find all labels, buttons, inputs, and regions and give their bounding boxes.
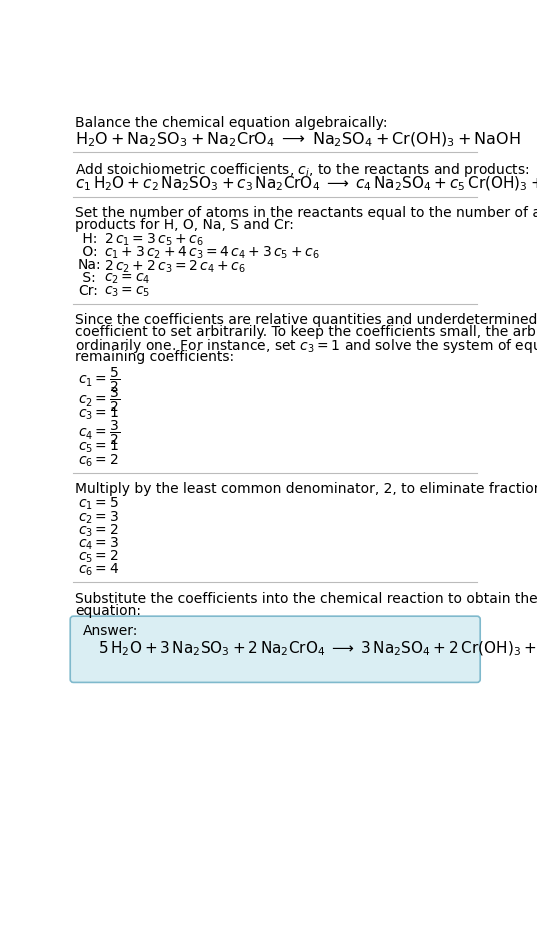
Text: $c_3 = 1$: $c_3 = 1$ — [78, 405, 119, 421]
Text: equation:: equation: — [75, 604, 141, 618]
Text: $c_1\,\mathrm{H_2O} + c_2\,\mathrm{Na_2SO_3} + c_3\,\mathrm{Na_2CrO_4} \;\longri: $c_1\,\mathrm{H_2O} + c_2\,\mathrm{Na_2S… — [75, 175, 537, 193]
Text: $c_2 = 3$: $c_2 = 3$ — [78, 509, 119, 526]
Text: Add stoichiometric coefficients, $c_i$, to the reactants and products:: Add stoichiometric coefficients, $c_i$, … — [75, 161, 529, 179]
Text: $c_1 = 5$: $c_1 = 5$ — [78, 496, 119, 513]
Text: coefficient to set arbitrarily. To keep the coefficients small, the arbitrary va: coefficient to set arbitrarily. To keep … — [75, 325, 537, 339]
Text: $c_3 = 2$: $c_3 = 2$ — [78, 522, 119, 539]
Text: $c_2 = \dfrac{3}{2}$: $c_2 = \dfrac{3}{2}$ — [78, 385, 120, 414]
Text: $\mathrm{H_2O + Na_2SO_3 + Na_2CrO_4 \;\longrightarrow\; Na_2SO_4 + Cr(OH)_3 + N: $\mathrm{H_2O + Na_2SO_3 + Na_2CrO_4 \;\… — [75, 130, 521, 149]
Text: Set the number of atoms in the reactants equal to the number of atoms in the: Set the number of atoms in the reactants… — [75, 206, 537, 220]
Text: Since the coefficients are relative quantities and underdetermined, choose a: Since the coefficients are relative quan… — [75, 313, 537, 327]
Text: $c_2 = c_4$: $c_2 = c_4$ — [104, 271, 151, 285]
Text: $c_4 = 3$: $c_4 = 3$ — [78, 535, 119, 552]
Text: H:: H: — [78, 232, 97, 246]
Text: products for H, O, Na, S and Cr:: products for H, O, Na, S and Cr: — [75, 218, 294, 232]
Text: $c_4 = \dfrac{3}{2}$: $c_4 = \dfrac{3}{2}$ — [78, 419, 120, 447]
Text: Balance the chemical equation algebraically:: Balance the chemical equation algebraica… — [75, 116, 387, 130]
Text: remaining coefficients:: remaining coefficients: — [75, 350, 234, 363]
Text: ordinarily one. For instance, set $c_3 = 1$ and solve the system of equations fo: ordinarily one. For instance, set $c_3 =… — [75, 337, 537, 355]
Text: $5\,\mathrm{H_2O} + 3\,\mathrm{Na_2SO_3} + 2\,\mathrm{Na_2CrO_4} \;\longrightarr: $5\,\mathrm{H_2O} + 3\,\mathrm{Na_2SO_3}… — [98, 639, 537, 658]
Text: S:: S: — [78, 271, 96, 285]
Text: Substitute the coefficients into the chemical reaction to obtain the balanced: Substitute the coefficients into the che… — [75, 592, 537, 606]
Text: $2\,c_1 = 3\,c_5 + c_6$: $2\,c_1 = 3\,c_5 + c_6$ — [104, 232, 204, 248]
FancyBboxPatch shape — [70, 616, 480, 682]
Text: $c_6 = 2$: $c_6 = 2$ — [78, 453, 119, 470]
Text: Na:: Na: — [78, 258, 101, 272]
Text: Multiply by the least common denominator, 2, to eliminate fractional coefficient: Multiply by the least common denominator… — [75, 482, 537, 496]
Text: $c_6 = 4$: $c_6 = 4$ — [78, 561, 119, 578]
Text: O:: O: — [78, 245, 98, 259]
Text: $c_1 = \dfrac{5}{2}$: $c_1 = \dfrac{5}{2}$ — [78, 365, 120, 393]
Text: $2\,c_2 + 2\,c_3 = 2\,c_4 + c_6$: $2\,c_2 + 2\,c_3 = 2\,c_4 + c_6$ — [104, 258, 246, 275]
Text: Answer:: Answer: — [83, 624, 138, 637]
Text: $c_3 = c_5$: $c_3 = c_5$ — [104, 284, 150, 299]
Text: $c_5 = 1$: $c_5 = 1$ — [78, 439, 119, 456]
Text: Cr:: Cr: — [78, 284, 98, 298]
Text: $c_5 = 2$: $c_5 = 2$ — [78, 548, 119, 565]
Text: $c_1 + 3\,c_2 + 4\,c_3 = 4\,c_4 + 3\,c_5 + c_6$: $c_1 + 3\,c_2 + 4\,c_3 = 4\,c_4 + 3\,c_5… — [104, 245, 320, 262]
